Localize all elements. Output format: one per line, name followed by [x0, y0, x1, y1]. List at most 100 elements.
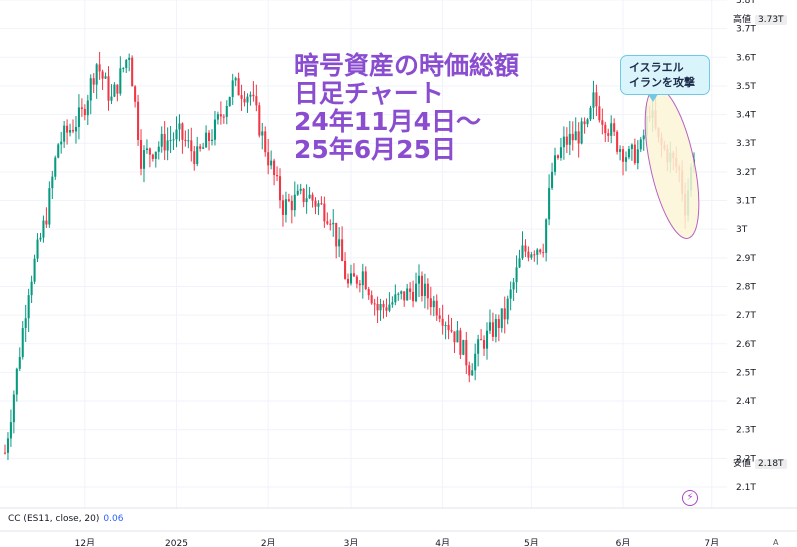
candle-body: [107, 76, 110, 101]
candle-body: [264, 131, 267, 153]
candle-body: [450, 330, 453, 332]
candle-body: [202, 147, 205, 149]
candle-body: [335, 222, 338, 247]
candle-body: [468, 365, 471, 376]
candle-body: [110, 96, 113, 101]
candle-body: [270, 160, 273, 166]
candle-body: [3, 452, 7, 454]
candle-body: [483, 339, 486, 349]
candle-body: [521, 245, 524, 259]
candle-body: [172, 139, 175, 141]
candle-body: [12, 394, 15, 423]
candle-body: [536, 249, 539, 255]
candle-body: [267, 152, 270, 166]
candle-body: [462, 339, 465, 355]
candle-body: [412, 291, 415, 302]
candle-body: [344, 260, 347, 279]
candle-body: [385, 307, 388, 311]
candle-body: [237, 78, 240, 96]
candle-body: [601, 120, 604, 125]
candle-body: [21, 328, 24, 357]
candle-body: [485, 330, 489, 349]
y-tick-label: 2.9T: [736, 254, 756, 264]
callout-pointer: [648, 94, 658, 102]
candle-body: [367, 289, 370, 296]
candle-body: [518, 258, 521, 268]
candle-body: [551, 171, 554, 188]
candle-body: [178, 123, 181, 130]
candle-body: [332, 222, 335, 225]
candle-body: [553, 155, 557, 172]
y-tick-label: 3.8T: [736, 0, 756, 6]
candle-body: [30, 281, 33, 296]
candle-body: [630, 144, 633, 149]
candle-body: [122, 67, 125, 69]
candle-body: [512, 282, 515, 290]
x-tick-label: 6月: [616, 538, 631, 546]
candle-body: [169, 139, 172, 141]
x-tick-label: 4月: [435, 538, 450, 546]
candle-body: [196, 146, 199, 165]
indicator-legend[interactable]: CC (ES11, close, 20) 0.06: [8, 514, 123, 524]
candle-body: [542, 252, 545, 254]
y-tick-label: 2.2T: [736, 454, 756, 464]
candle-body: [488, 322, 491, 331]
candle-body: [456, 330, 459, 343]
candle-body: [86, 100, 89, 116]
candle-body: [219, 114, 222, 117]
candle-body: [193, 151, 196, 165]
candle-body: [157, 146, 160, 152]
candle-body: [414, 283, 418, 302]
lightning-icon[interactable]: ⚡: [682, 490, 698, 506]
candle-body: [500, 308, 503, 329]
candle-body: [429, 298, 432, 308]
candle-body: [338, 239, 341, 247]
candle-body: [60, 141, 63, 145]
candle-body: [308, 194, 311, 199]
y-tick-label: 2.7T: [736, 311, 756, 321]
candle-body: [613, 123, 616, 132]
x-tick-label: 2月: [261, 538, 276, 546]
candle-body: [181, 123, 184, 140]
candle-body: [225, 105, 228, 117]
candle-body: [423, 283, 426, 296]
x-tick-label: 7月: [704, 538, 719, 546]
candle-body: [290, 200, 293, 211]
candle-body: [358, 283, 361, 286]
candle-body: [231, 80, 234, 97]
candle-body: [311, 194, 314, 201]
candle-body: [352, 273, 355, 277]
candle-body: [80, 107, 83, 109]
candle-body: [71, 130, 75, 132]
x-tick-label: 2025: [165, 539, 188, 546]
candle-body: [471, 370, 474, 376]
candle-body: [580, 121, 583, 144]
candle-body: [642, 135, 645, 140]
y-tick-label: 3.5T: [736, 82, 756, 92]
candle-body: [139, 140, 143, 169]
candle-body: [503, 308, 506, 320]
auto-scale-button[interactable]: A: [773, 538, 779, 547]
high-label: 高値: [733, 15, 752, 25]
candle-body: [160, 133, 163, 147]
y-tick-label: 2.3T: [736, 426, 756, 436]
candle-body: [545, 219, 548, 253]
candle-body: [166, 140, 169, 151]
candle-body: [417, 275, 421, 284]
candle-body: [624, 157, 628, 162]
candle-body: [119, 68, 122, 94]
candle-body: [9, 422, 12, 439]
candle-body: [559, 147, 562, 158]
candle-body: [113, 84, 116, 97]
candle-body: [190, 140, 193, 152]
x-axis: 12月 2025 2月 3月 4月 5月 6月 7月: [75, 538, 719, 546]
candle-body: [435, 300, 438, 316]
candle-body: [598, 106, 601, 121]
candle-body: [54, 157, 57, 177]
grid: [0, 0, 727, 508]
candle-body: [116, 84, 119, 94]
candle-body: [104, 76, 107, 79]
candle-body: [453, 331, 456, 343]
candle-body: [548, 187, 551, 220]
candle-body: [296, 190, 299, 195]
